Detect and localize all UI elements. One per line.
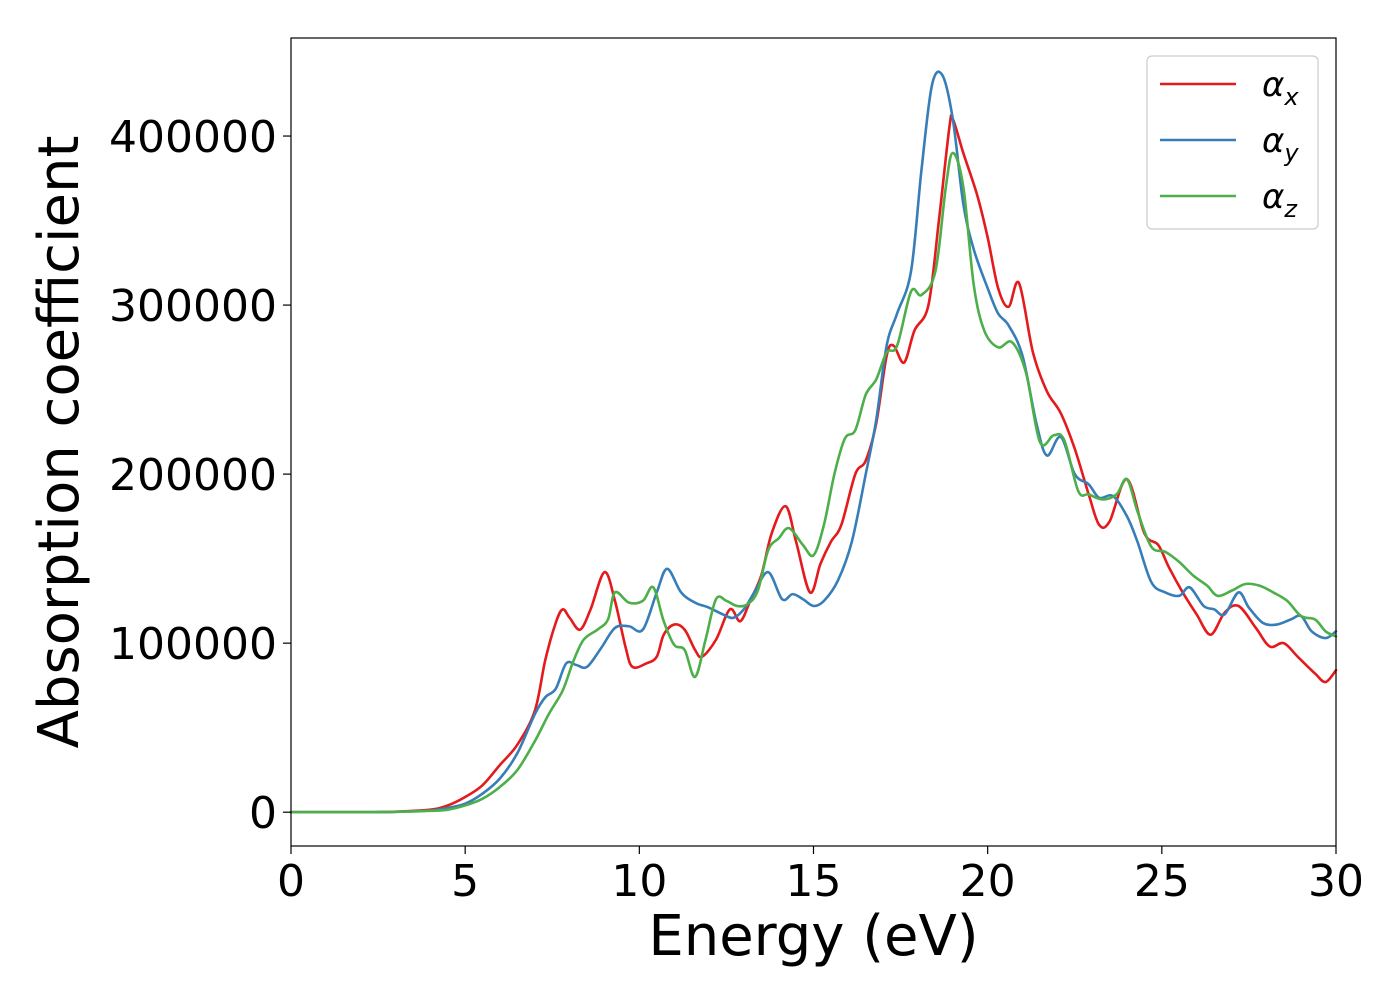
x-tick-label: 10 [611, 856, 667, 907]
series-lines [289, 70, 1338, 814]
x-tick-label: 15 [786, 856, 842, 907]
x-tick-label: 25 [1134, 856, 1190, 907]
x-tick-label: 5 [451, 856, 479, 907]
y-tick-label: 400000 [109, 112, 277, 163]
legend: αx αy αz [1146, 55, 1319, 230]
legend-box [1146, 55, 1319, 230]
y-axis-title: Absorption coefficient [27, 136, 92, 749]
series-line-x [289, 114, 1338, 814]
series-line-z [289, 151, 1338, 814]
x-tick-label: 0 [277, 856, 305, 907]
y-axis: 0 100000 200000 300000 400000 [109, 112, 291, 839]
legend-label-y: αy [1262, 121, 1299, 167]
x-axis-title: Energy (eV) [648, 904, 978, 969]
legend-label-z: αz [1262, 177, 1298, 223]
x-tick-label: 30 [1308, 856, 1364, 907]
x-axis: 0 5 10 15 20 25 30 [277, 846, 1364, 907]
y-tick-label: 100000 [109, 619, 277, 670]
y-tick-label: 0 [249, 788, 277, 839]
x-tick-label: 20 [960, 856, 1016, 907]
y-tick-label: 300000 [109, 281, 277, 332]
legend-label-x: αx [1262, 65, 1299, 111]
y-tick-label: 200000 [109, 450, 277, 501]
